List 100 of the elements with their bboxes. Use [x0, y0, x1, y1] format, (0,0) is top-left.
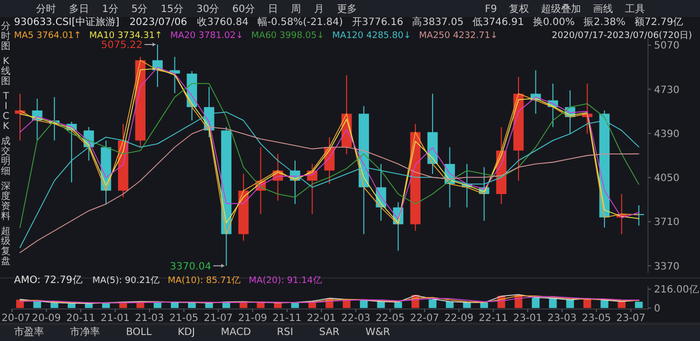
bar [634, 302, 643, 308]
bar [377, 301, 385, 308]
y-tick-label: 3370 [654, 261, 680, 272]
text: 工具 [625, 4, 645, 15]
text: 1分 [102, 3, 118, 15]
bar [428, 299, 436, 308]
x-tick-label: 23-07 [616, 313, 646, 324]
text: W&R [365, 327, 390, 338]
text: 60分 [232, 3, 255, 15]
text: BOLL [126, 327, 152, 338]
annotation: 5075.22 [101, 40, 143, 52]
bar [170, 302, 179, 308]
text: 低3746.91 [472, 17, 524, 28]
bar [274, 302, 282, 308]
text: 画线 [593, 3, 613, 15]
chart-title: AMO: 72.79亿 [14, 275, 82, 286]
text: MACD [220, 327, 252, 338]
text: TICK [2, 91, 10, 132]
chart-title: 930633.CSI[中证旅游] [14, 16, 120, 28]
text: MA20 3781.02↓ [170, 31, 244, 41]
text: 市净率 [70, 326, 100, 338]
text: 多日 [69, 3, 89, 15]
text: SAR [319, 327, 340, 338]
series-label: MA(10): 85.71亿 [168, 275, 241, 286]
bar [50, 302, 58, 308]
bar [360, 300, 368, 308]
text: 15分 [160, 3, 184, 15]
text: 30分 [196, 3, 220, 15]
y-tick-label: 3710 [654, 217, 680, 228]
text: 日 [268, 4, 278, 15]
x-tick-label: 20-09 [32, 313, 61, 324]
bar [394, 302, 402, 308]
text: 额72.79亿 [634, 16, 684, 28]
y-tick-label: 4730 [654, 84, 680, 96]
bar [188, 302, 196, 308]
bar [33, 301, 42, 308]
text: 月 [314, 4, 324, 15]
series-label: MA(20): 91.14亿 [248, 275, 322, 286]
x-tick-label: 22-01 [306, 313, 336, 324]
text: 分时 [36, 3, 56, 15]
x-tick-label: 23-01 [513, 313, 542, 324]
text: K线图 [1, 56, 11, 87]
bar [291, 302, 299, 308]
x-tick-label: 21-11 [272, 313, 302, 324]
text: 分时图 [1, 20, 11, 52]
text: 开3776.16 [352, 17, 404, 28]
text: 超级叠加 [541, 3, 581, 15]
x-tick-label: 20-07 [1, 313, 31, 324]
bar [618, 301, 626, 308]
x-tick-label: 21-01 [100, 313, 130, 324]
text: 超级复盘 [1, 225, 11, 267]
bar [154, 302, 162, 308]
text: MA5 3764.01↑ [14, 31, 82, 41]
y-tick-label: 4050 [654, 173, 680, 184]
text: 高3837.05 [412, 16, 464, 28]
text: MA10 3734.31↑ [89, 31, 162, 41]
text: 深度资料 [1, 180, 11, 222]
bar [532, 298, 540, 308]
annotation: 3370.04 [170, 261, 212, 272]
chart-subtitle: 2023/07/06 [129, 17, 188, 28]
x-tick-label: 20-11 [66, 313, 96, 324]
series-label: MA(5): 90.21亿 [92, 275, 160, 286]
x-tick-label: 21-05 [169, 313, 198, 324]
y-tick-label: 0 [654, 304, 660, 314]
bar [463, 302, 471, 308]
y-tick-label: 5070 [654, 40, 680, 52]
text: 更多 [336, 3, 357, 15]
text: F9 [484, 4, 497, 15]
text: 成交明细 [1, 135, 11, 177]
text: MA60 3998.05↓ [251, 31, 324, 41]
text: 5分 [131, 3, 148, 15]
bar [549, 298, 557, 308]
x-tick-label: 23-03 [548, 313, 577, 324]
bar [446, 301, 454, 308]
y-tick-label: 216.00亿 [654, 284, 699, 296]
text: 收3760.84 [197, 17, 248, 28]
annotation: 2020/07/17-2023/07/06(720日) [552, 31, 692, 41]
bar [256, 302, 265, 308]
text: 周 [290, 4, 301, 15]
text: 复权 [509, 3, 529, 15]
text: 振2.38% [584, 16, 626, 28]
bar [566, 300, 574, 308]
y-tick-label: 4390 [654, 128, 680, 140]
bar [600, 300, 608, 308]
text: MA120 4285.80↓ [332, 31, 412, 41]
text: MA250 4232.71↓ [419, 31, 498, 41]
x-tick-label: 22-09 [444, 313, 474, 324]
text: KDJ [178, 327, 195, 338]
x-tick-label: 22-07 [410, 313, 440, 324]
x-tick-label: 22-11 [478, 313, 508, 324]
x-tick-label: 21-09 [238, 313, 268, 324]
x-tick-label: 23-05 [582, 313, 611, 324]
text: RSI [276, 327, 294, 338]
x-tick-label: 22-03 [341, 313, 370, 324]
text: 幅-0.58%(-21.84) [257, 16, 343, 28]
x-tick-label: 21-07 [204, 313, 233, 324]
text: 换0.00% [532, 16, 575, 28]
text: 市盈率 [14, 326, 44, 338]
x-tick-label: 21-03 [134, 313, 164, 324]
x-tick-label: 22-05 [376, 313, 405, 324]
